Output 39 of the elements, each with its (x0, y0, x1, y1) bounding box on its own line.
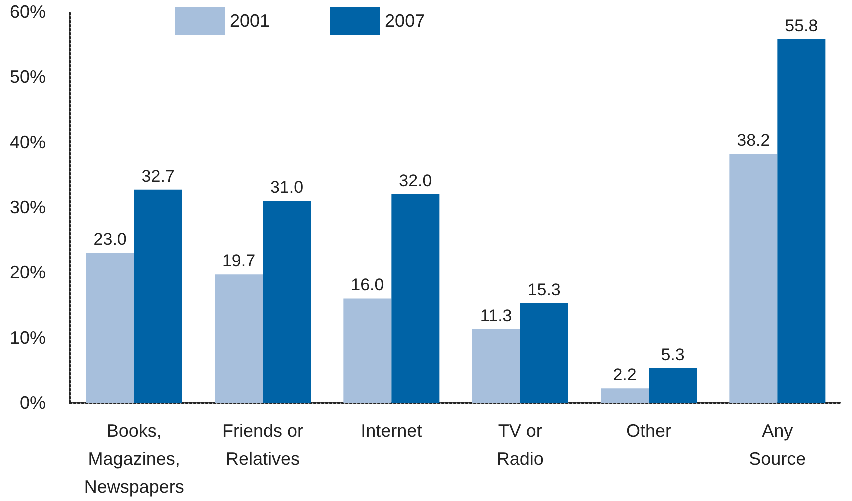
x-tick-label: Any Source (749, 421, 806, 469)
x-tick-label: Internet (361, 421, 422, 441)
bar (730, 154, 778, 403)
y-tick-label: 0% (20, 393, 46, 413)
bar (649, 368, 697, 403)
data-label: 38.2 (737, 131, 770, 150)
data-label: 19.7 (222, 252, 256, 271)
bar (520, 303, 568, 403)
data-label: 55.8 (785, 16, 818, 36)
bar (215, 274, 263, 403)
data-label: 2.2 (613, 366, 637, 385)
data-label: 32.0 (399, 171, 432, 190)
y-tick-label: 30% (10, 198, 46, 218)
bar (263, 200, 311, 403)
data-label: 16.0 (351, 276, 384, 295)
data-label: 31.0 (270, 178, 304, 197)
bar (344, 298, 392, 403)
legend-label: 2007 (385, 11, 426, 31)
x-tick-label: TV or Radio (496, 421, 544, 469)
bar (601, 388, 649, 403)
bar (392, 194, 440, 403)
y-tick-label: 50% (10, 67, 46, 88)
data-label: 5.3 (661, 345, 685, 364)
data-label: 23.0 (94, 230, 127, 250)
y-tick-label: 20% (10, 262, 46, 283)
legend-label: 2001 (230, 11, 270, 31)
bar (472, 329, 520, 403)
x-tick-label: Other (626, 421, 672, 441)
bar (778, 39, 826, 403)
y-tick-label: 60% (10, 2, 46, 22)
data-label: 15.3 (528, 280, 561, 300)
y-tick-label: 10% (10, 328, 46, 348)
bar (134, 190, 182, 403)
x-tick-label: Friends or Relatives (222, 421, 304, 469)
data-label: 11.3 (480, 306, 512, 326)
y-tick-label: 40% (10, 132, 46, 152)
data-label: 32.7 (142, 166, 175, 186)
bar (86, 253, 134, 403)
x-tick-label: Books, Magazines, Newspapers (84, 421, 184, 497)
